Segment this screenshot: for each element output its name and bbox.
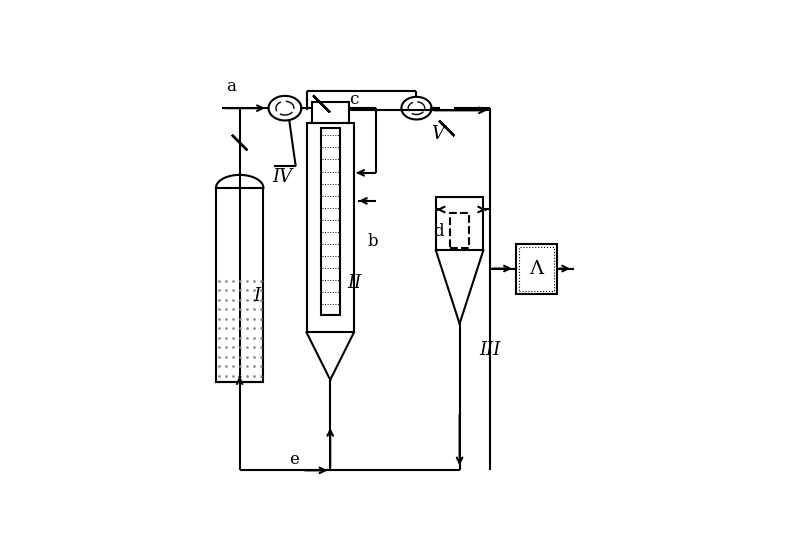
Text: III: III: [479, 340, 501, 358]
Bar: [216, 188, 263, 382]
Text: e: e: [289, 451, 298, 468]
Text: Λ: Λ: [529, 260, 543, 278]
Text: d: d: [433, 222, 443, 240]
Bar: [312, 102, 349, 123]
Bar: [436, 197, 483, 250]
Text: V: V: [431, 125, 445, 143]
Bar: [321, 128, 340, 315]
Text: I: I: [254, 287, 261, 305]
Text: II: II: [347, 274, 361, 292]
Bar: [516, 244, 557, 293]
Text: c: c: [350, 91, 358, 108]
Text: b: b: [368, 234, 378, 250]
Bar: [306, 123, 354, 333]
Text: IV: IV: [273, 168, 293, 186]
Bar: [450, 213, 469, 248]
Text: a: a: [226, 78, 236, 95]
Bar: [518, 247, 554, 291]
